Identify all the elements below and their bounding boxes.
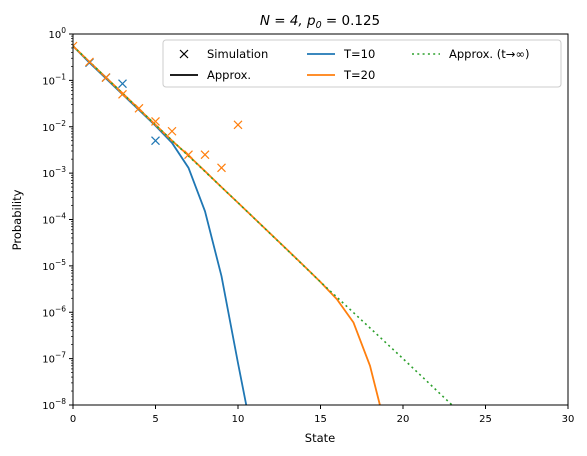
chart-title: N = 4, p0 = 0.125 <box>260 13 380 31</box>
legend-label: Approx. <box>207 68 251 82</box>
y-axis-label: Probability <box>10 189 24 250</box>
data-point-simulation-t-20 <box>184 150 193 160</box>
x-axis-label: State <box>305 431 335 445</box>
data-point-simulation-t-20 <box>200 150 210 160</box>
legend-label: T=20 <box>343 68 375 82</box>
data-point-simulation-t-20 <box>151 117 160 126</box>
y-tick-label: 10−7 <box>42 351 66 366</box>
y-tick-label: 10−3 <box>42 165 66 180</box>
x-tick-label: 30 <box>562 414 575 425</box>
legend-box <box>162 39 562 88</box>
legend-item-t-10: T=10 <box>307 47 375 61</box>
x-tick-label: 0 <box>70 414 76 425</box>
axes: 0 5 10 15 20 25 30 10−8 10−7 10−6 10−5 10−4 10−3 10−2… <box>42 26 574 425</box>
x-tick-label: 15 <box>314 414 327 425</box>
legend-item-t-20: T=20 <box>307 68 375 82</box>
data-point-simulation-t-20 <box>167 126 177 136</box>
data-point-simulation-t-20 <box>101 73 111 82</box>
data-point-simulation-t-20 <box>85 57 94 67</box>
legend-item-approx-t: Approx. (t→∞) <box>412 47 529 61</box>
data-point-simulation-t-20 <box>217 163 226 173</box>
legend-marker <box>179 49 189 59</box>
legend: Simulation Approx. T=10 T=20 Approx. (t→∞) <box>162 39 562 88</box>
y-tick-label: 10−4 <box>42 212 66 227</box>
x-tick-label: 10 <box>232 414 245 425</box>
y-tick-label: 10−6 <box>42 304 66 319</box>
y-tick-label: 10−2 <box>42 119 66 134</box>
data-point-simulation-t-20 <box>134 103 144 113</box>
y-tick-label: 10−8 <box>42 397 66 412</box>
legend-label: T=10 <box>343 47 375 61</box>
legend-item-approx: Approx. <box>170 68 251 82</box>
y-tick-label: 100 <box>48 26 66 41</box>
plot-area <box>73 41 454 405</box>
y-tick-label: 10−1 <box>42 72 66 87</box>
legend-item-simulation: Simulation <box>179 47 268 61</box>
series-line-t-20 <box>73 45 381 405</box>
data-point-simulation-t-10 <box>118 79 127 89</box>
legend-label: Simulation <box>207 47 268 61</box>
data-point-simulation-t-20 <box>118 89 127 99</box>
y-tick-label: 10−5 <box>42 258 66 273</box>
x-tick-label: 25 <box>479 414 492 425</box>
x-tick-label: 20 <box>397 414 410 425</box>
legend-label: Approx. (t→∞) <box>449 47 529 61</box>
data-point-simulation-t-20 <box>233 120 243 130</box>
plot-frame <box>72 33 569 406</box>
data-point-simulation-t-20 <box>73 41 78 51</box>
data-point-simulation-t-10 <box>151 136 160 146</box>
series-line-t-10 <box>73 45 248 405</box>
x-tick-label: 5 <box>152 414 158 425</box>
